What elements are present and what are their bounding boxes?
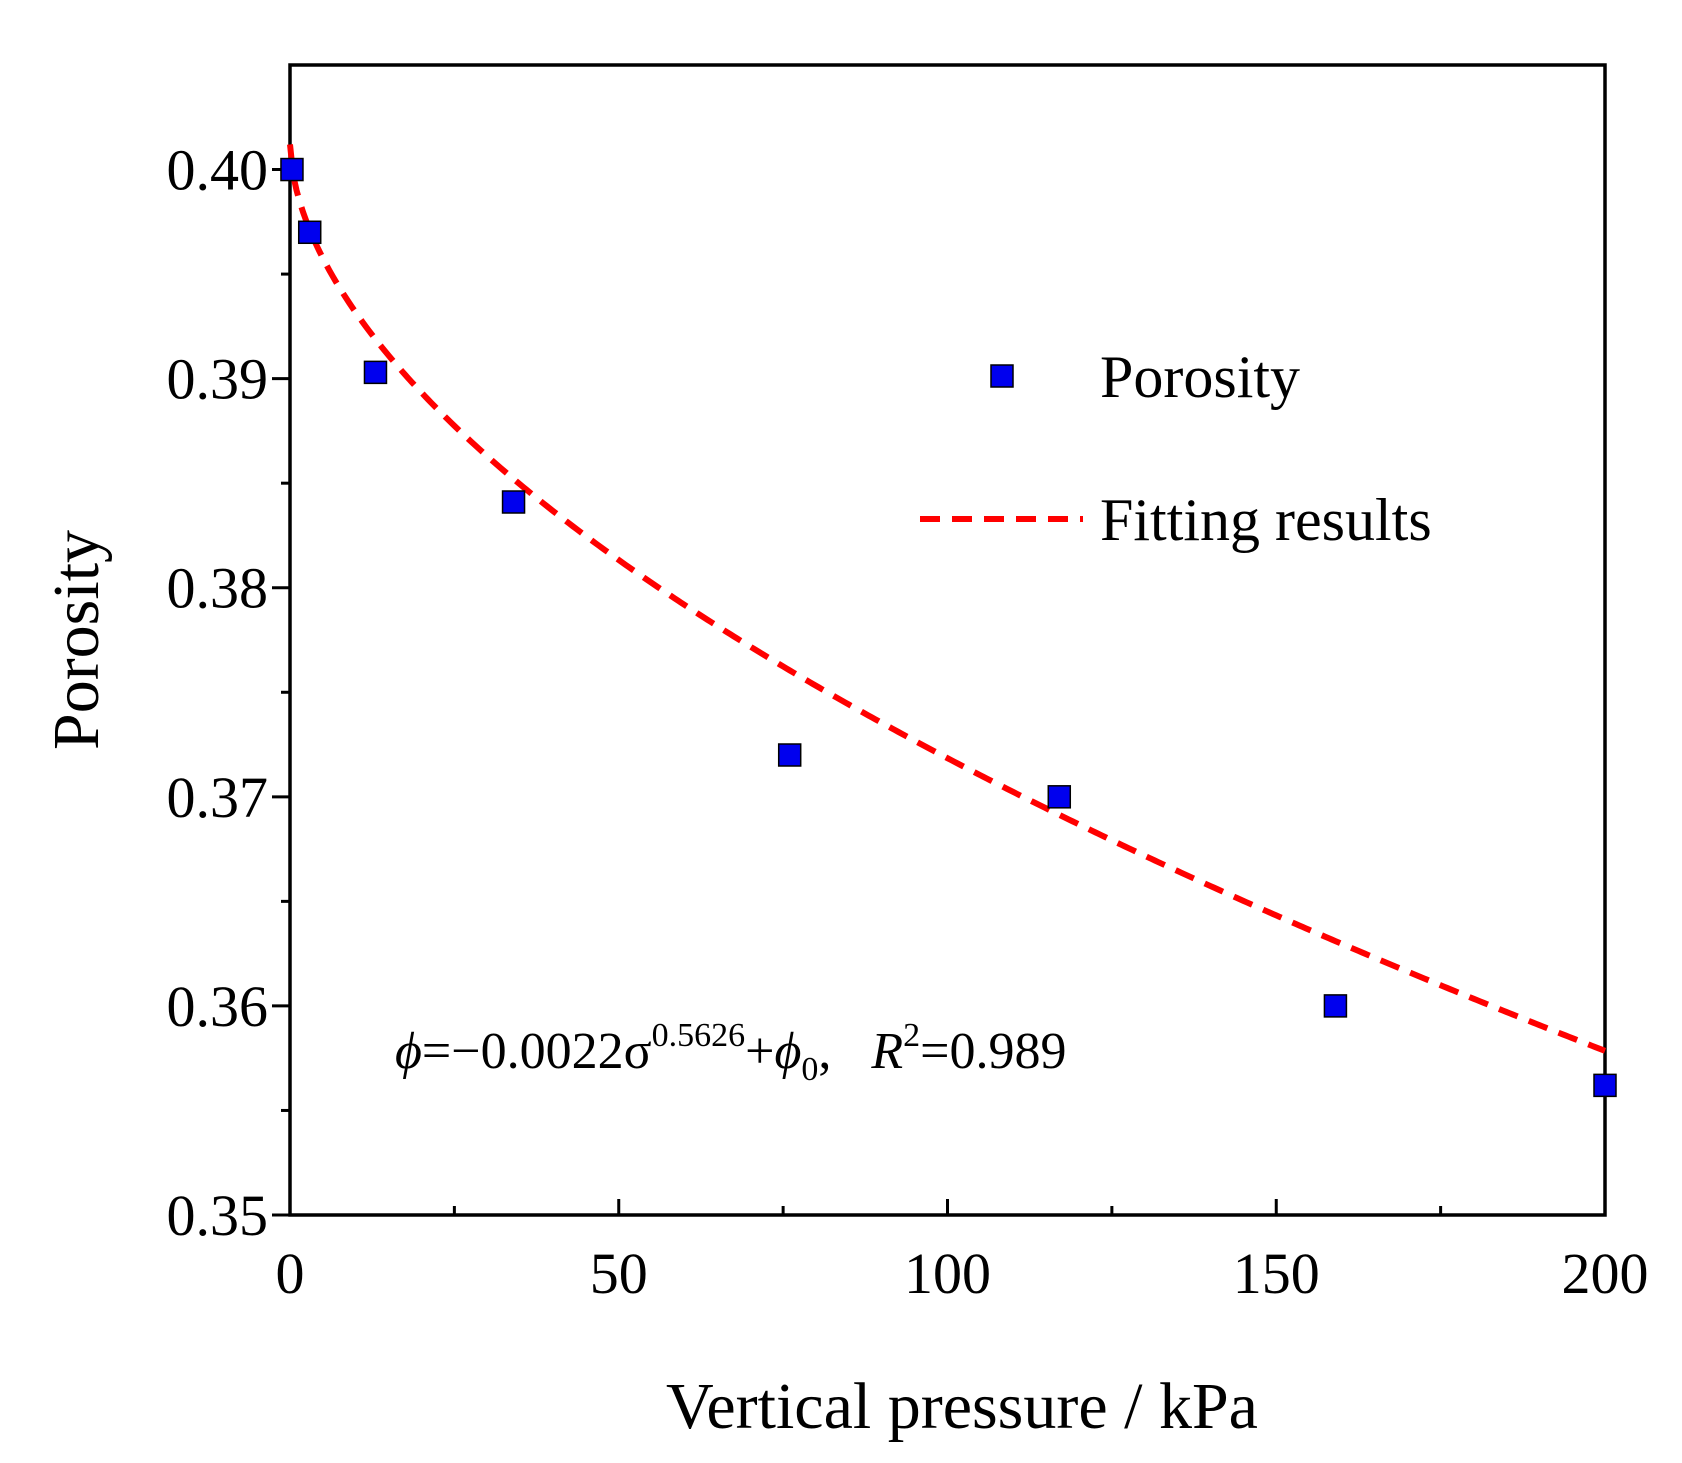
- x-tick-label: 100: [904, 1241, 991, 1306]
- y-tick-label: 0.40: [167, 138, 269, 203]
- y-tick-label: 0.38: [167, 556, 269, 621]
- porosity-point: [297, 220, 322, 245]
- porosity-point: [280, 157, 304, 182]
- eq-r2-value: =0.989: [920, 1023, 1066, 1080]
- eq-plus: +: [745, 1023, 774, 1080]
- y-tick-label: 0.36: [167, 974, 269, 1039]
- eq-coef: =−0.0022σ: [422, 1023, 652, 1080]
- x-axis-title: Vertical pressure / kPa: [666, 1370, 1258, 1443]
- porosity-point: [1593, 1073, 1617, 1098]
- x-tick-label: 50: [590, 1241, 648, 1306]
- eq-r: R: [870, 1023, 903, 1080]
- axis-tick-labels: 0 50 100 150 200 0.35 0.36 0.37 0.38 0.39 0.40: [167, 138, 1649, 1306]
- y-tick-label: 0.39: [167, 347, 269, 412]
- porosity-point: [501, 490, 526, 514]
- porosity-point: [1047, 785, 1072, 809]
- x-tick-label: 150: [1233, 1241, 1320, 1306]
- x-tick-label: 0: [276, 1241, 305, 1306]
- fit-curve-line: [287, 144, 1607, 1054]
- legend-label-fit: Fitting results: [1100, 487, 1432, 553]
- y-axis-title: Porosity: [40, 530, 113, 750]
- eq-exponent: 0.5626: [652, 1017, 746, 1054]
- porosity-markers: [280, 157, 1617, 1098]
- eq-phi: ϕ: [395, 1023, 422, 1080]
- y-tick-label: 0.37: [167, 765, 269, 830]
- y-tick-label: 0.35: [167, 1183, 269, 1248]
- porosity-point: [1323, 994, 1348, 1018]
- eq-sep: ,: [818, 1023, 831, 1080]
- eq-phi0: ϕ: [774, 1023, 801, 1080]
- legend: Porosity Fitting results: [920, 344, 1432, 553]
- legend-label-porosity: Porosity: [1100, 344, 1300, 410]
- legend-square-marker: [990, 364, 1014, 388]
- x-tick-label: 200: [1562, 1241, 1649, 1306]
- axis-ticks: [272, 168, 1607, 1217]
- fit-equation: ϕ=−0.0022σ0.5626+ϕ0, R2=0.989: [395, 1017, 1066, 1088]
- eq-phi0-sub: 0: [801, 1051, 818, 1088]
- porosity-point: [777, 743, 802, 767]
- eq-r2-sup: 2: [903, 1017, 920, 1054]
- porosity-point: [363, 360, 388, 385]
